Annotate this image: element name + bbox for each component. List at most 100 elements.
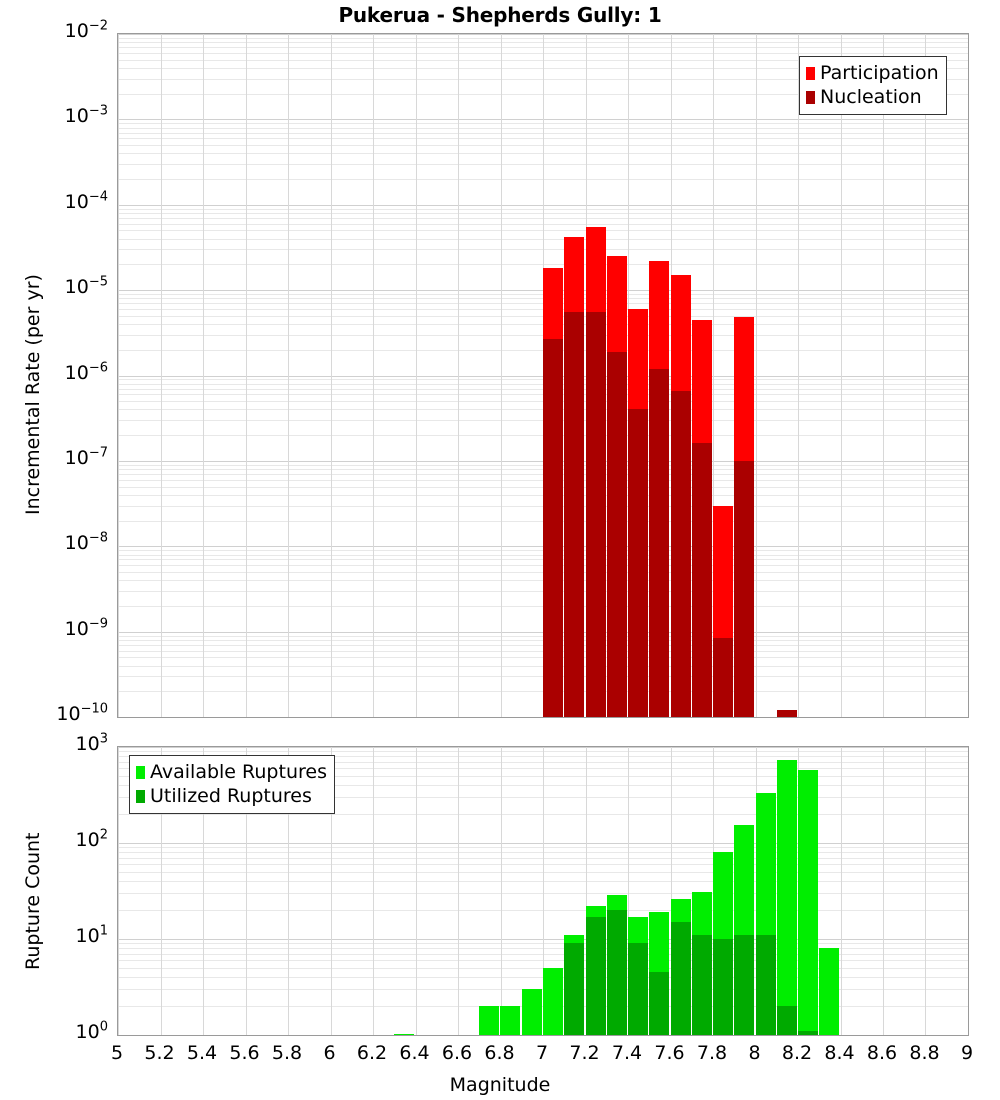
legend-label: Utilized Ruptures [150, 784, 312, 807]
y-tick-label: 10−7 [64, 445, 108, 469]
x-tick-label: 8.4 [824, 1042, 855, 1064]
x-tick-label: 8 [748, 1042, 761, 1064]
y-tick-label: 101 [75, 923, 108, 947]
gridline-vertical [246, 34, 247, 717]
x-tick-label: 8.6 [866, 1042, 898, 1064]
y-tick-label: 10−2 [64, 18, 108, 42]
bar-available-ruptures [819, 948, 839, 1035]
bar-available-ruptures [798, 770, 818, 1035]
legend-entry[interactable]: Participation [806, 61, 939, 85]
gridline-vertical [756, 34, 757, 717]
gridline-vertical [416, 747, 417, 1035]
bar-utilized-ruptures [607, 910, 627, 1035]
x-tick-label: 5.6 [229, 1042, 260, 1064]
y-tick-label: 10−4 [64, 189, 108, 213]
y-tick-label: 100 [75, 1019, 108, 1043]
x-tick-label: 9 [960, 1042, 974, 1064]
gridline-vertical [798, 34, 799, 717]
x-tick-label: 7.2 [569, 1042, 600, 1064]
x-tick-label: 5 [110, 1042, 124, 1064]
legend-swatch-icon [806, 90, 815, 104]
bottom-bar-series [118, 747, 968, 1035]
gridline-vertical [246, 747, 247, 1035]
x-tick-label: 7.6 [654, 1042, 685, 1064]
gridline-vertical [288, 34, 289, 717]
bar-nucleation [586, 312, 606, 717]
y-tick-label: 10−3 [64, 104, 108, 128]
gridline-vertical [968, 34, 969, 717]
bar-nucleation [649, 369, 669, 717]
gridline [118, 717, 968, 718]
gridline-vertical [543, 747, 544, 1035]
y-tick-label: 103 [75, 731, 108, 755]
x-tick-label: 5.8 [271, 1042, 303, 1064]
y-tick-label: 10−6 [64, 360, 108, 384]
bottom-legend[interactable]: Available Ruptures Utilized Ruptures [129, 755, 335, 814]
legend-swatch-icon [806, 66, 815, 80]
x-axis-label: Magnitude [449, 1074, 551, 1096]
gridline-vertical [628, 747, 629, 1035]
x-tick-label: 5.2 [144, 1042, 175, 1064]
legend-swatch-icon [136, 765, 145, 779]
gridline-vertical [203, 747, 204, 1035]
bar-nucleation [628, 409, 648, 717]
gridline-vertical [161, 34, 162, 717]
gridline-vertical [458, 34, 459, 717]
legend-entry[interactable]: Available Ruptures [136, 760, 327, 784]
y-tick-label: 10−9 [64, 616, 108, 640]
bar-nucleation [692, 443, 712, 717]
x-tick-label: 6.6 [441, 1042, 473, 1064]
bar-nucleation [543, 339, 563, 717]
legend-label: Nucleation [820, 85, 922, 108]
x-tick-label: 7.4 [611, 1042, 643, 1064]
gridline-vertical [671, 747, 672, 1035]
legend-entry[interactable]: Utilized Ruptures [136, 784, 327, 808]
bar-available-ruptures [500, 1006, 520, 1035]
y-tick-label: 102 [75, 827, 108, 851]
gridline-vertical [203, 34, 204, 717]
bar-utilized-ruptures [586, 917, 606, 1035]
gridline-vertical [458, 747, 459, 1035]
bar-available-ruptures [522, 989, 542, 1035]
gridline-vertical [373, 34, 374, 717]
gridline-vertical [968, 747, 969, 1035]
x-tick-label: 8.2 [781, 1042, 813, 1064]
gridline-vertical [713, 34, 714, 717]
rupture-count-plot [117, 746, 969, 1036]
gridline-vertical [841, 747, 842, 1035]
gridline-vertical [416, 34, 417, 717]
page-title: Pukerua - Shepherds Gully: 1 [338, 3, 662, 27]
x-tick-label: 8.8 [909, 1042, 940, 1064]
bar-nucleation [713, 638, 733, 717]
bar-utilized-ruptures [628, 943, 648, 1035]
gridline-vertical [501, 747, 502, 1035]
bar-available-ruptures [543, 968, 563, 1035]
x-tick-label: 6.2 [356, 1042, 388, 1064]
x-tick-label: 6.4 [399, 1042, 430, 1064]
bar-available-ruptures [777, 760, 797, 1035]
bar-utilized-ruptures [649, 972, 669, 1035]
bar-available-ruptures [479, 1006, 499, 1035]
gridline-vertical [841, 34, 842, 717]
legend-label: Available Ruptures [150, 760, 327, 783]
bottom-gridlines [118, 747, 968, 1035]
gridline-vertical [331, 747, 332, 1035]
x-tick-label: 7.8 [696, 1042, 728, 1064]
legend-entry[interactable]: Nucleation [806, 85, 939, 109]
bar-utilized-ruptures [713, 939, 733, 1035]
gridline-vertical [501, 34, 502, 717]
bar-nucleation [607, 352, 627, 717]
x-tick-label: 5.4 [186, 1042, 218, 1064]
top-legend[interactable]: Participation Nucleation [799, 56, 947, 115]
bar-nucleation [734, 461, 754, 717]
bar-utilized-ruptures [798, 1031, 818, 1035]
x-tick-label: 7 [535, 1042, 549, 1064]
gridline-vertical [925, 34, 926, 717]
y-tick-label: 10−8 [64, 530, 108, 555]
bottom-y-axis-label: Rupture Count [22, 832, 44, 971]
bar-utilized-ruptures [692, 935, 712, 1035]
legend-label: Participation [820, 61, 939, 84]
bar-utilized-ruptures [564, 943, 584, 1035]
gridline-vertical [925, 747, 926, 1035]
